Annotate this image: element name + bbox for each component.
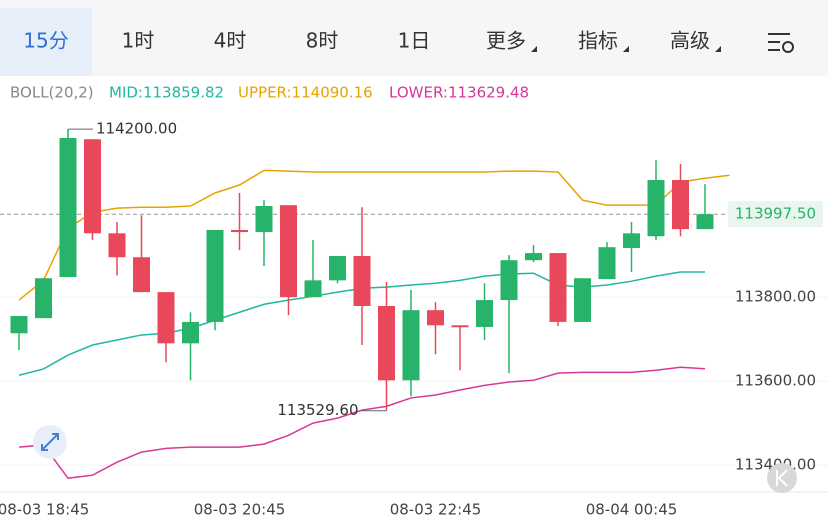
tab[interactable]: 指标: [578, 29, 618, 53]
candle-body: [35, 278, 52, 319]
scroll-button[interactable]: [767, 463, 797, 493]
candle-body: [231, 229, 248, 233]
candle-body: [329, 255, 346, 281]
indicator-value: MID:113859.82: [109, 84, 224, 102]
candle-body: [378, 305, 395, 381]
band-line: [18, 169, 730, 301]
candle-body: [353, 255, 371, 306]
y-tick-label: 113800.00: [735, 288, 816, 306]
tab[interactable]: 高级: [670, 29, 710, 53]
dropdown-arrow: [531, 46, 537, 52]
indicator-value: UPPER:114090.16: [238, 84, 373, 102]
candle-body: [206, 229, 224, 322]
current-price-box: [728, 201, 823, 228]
tab[interactable]: 1日: [398, 29, 431, 53]
dropdown-arrow: [623, 46, 629, 52]
candle-body: [10, 316, 28, 334]
candle-body: [476, 300, 493, 327]
candle-body: [574, 278, 591, 322]
candle-body: [672, 179, 689, 230]
candle-body: [427, 310, 444, 326]
candle-body: [280, 205, 297, 298]
x-tick-label: 08-03 18:45: [0, 501, 89, 519]
candle-body: [59, 137, 77, 277]
band-line: [18, 366, 706, 479]
y-tick-label: 113600.00: [735, 372, 816, 390]
candle-body: [500, 260, 518, 301]
settings-icon[interactable]: [768, 33, 794, 53]
current-price-label: 113997.50: [735, 205, 816, 223]
candle-body: [402, 310, 420, 381]
candle-body: [108, 233, 126, 258]
tab[interactable]: 4时: [214, 29, 247, 53]
indicator-value: LOWER:113629.48: [389, 84, 529, 102]
candle-body: [133, 257, 150, 293]
candle-body: [549, 253, 567, 322]
tab[interactable]: 1时: [122, 29, 155, 53]
candle-body: [647, 179, 665, 237]
min-label: 113529.60: [277, 401, 358, 419]
max-label: 114200.00: [96, 120, 177, 138]
indicator-label: BOLL(20,2): [10, 84, 94, 102]
tab[interactable]: 8时: [306, 29, 339, 53]
candle-body: [84, 139, 101, 234]
expand-button[interactable]: [33, 425, 67, 459]
x-tick-label: 08-04 00:45: [586, 501, 678, 519]
x-tick-label: 08-03 22:45: [390, 501, 482, 519]
x-tick-label: 08-03 20:45: [194, 501, 286, 519]
candle-body: [157, 292, 175, 344]
candle-body: [696, 214, 714, 230]
candle-body: [255, 206, 273, 233]
tab[interactable]: 更多: [486, 29, 526, 53]
tab[interactable]: 15分: [23, 29, 68, 53]
dropdown-arrow: [715, 46, 721, 52]
selected-tab-bg: [0, 8, 92, 76]
candle-body: [304, 280, 322, 298]
candle-body: [623, 233, 640, 249]
candle-body: [598, 247, 616, 280]
candle-body: [525, 253, 542, 261]
candle-body: [182, 321, 199, 344]
tab-bar: [0, 0, 828, 76]
candle-body: [451, 325, 469, 328]
